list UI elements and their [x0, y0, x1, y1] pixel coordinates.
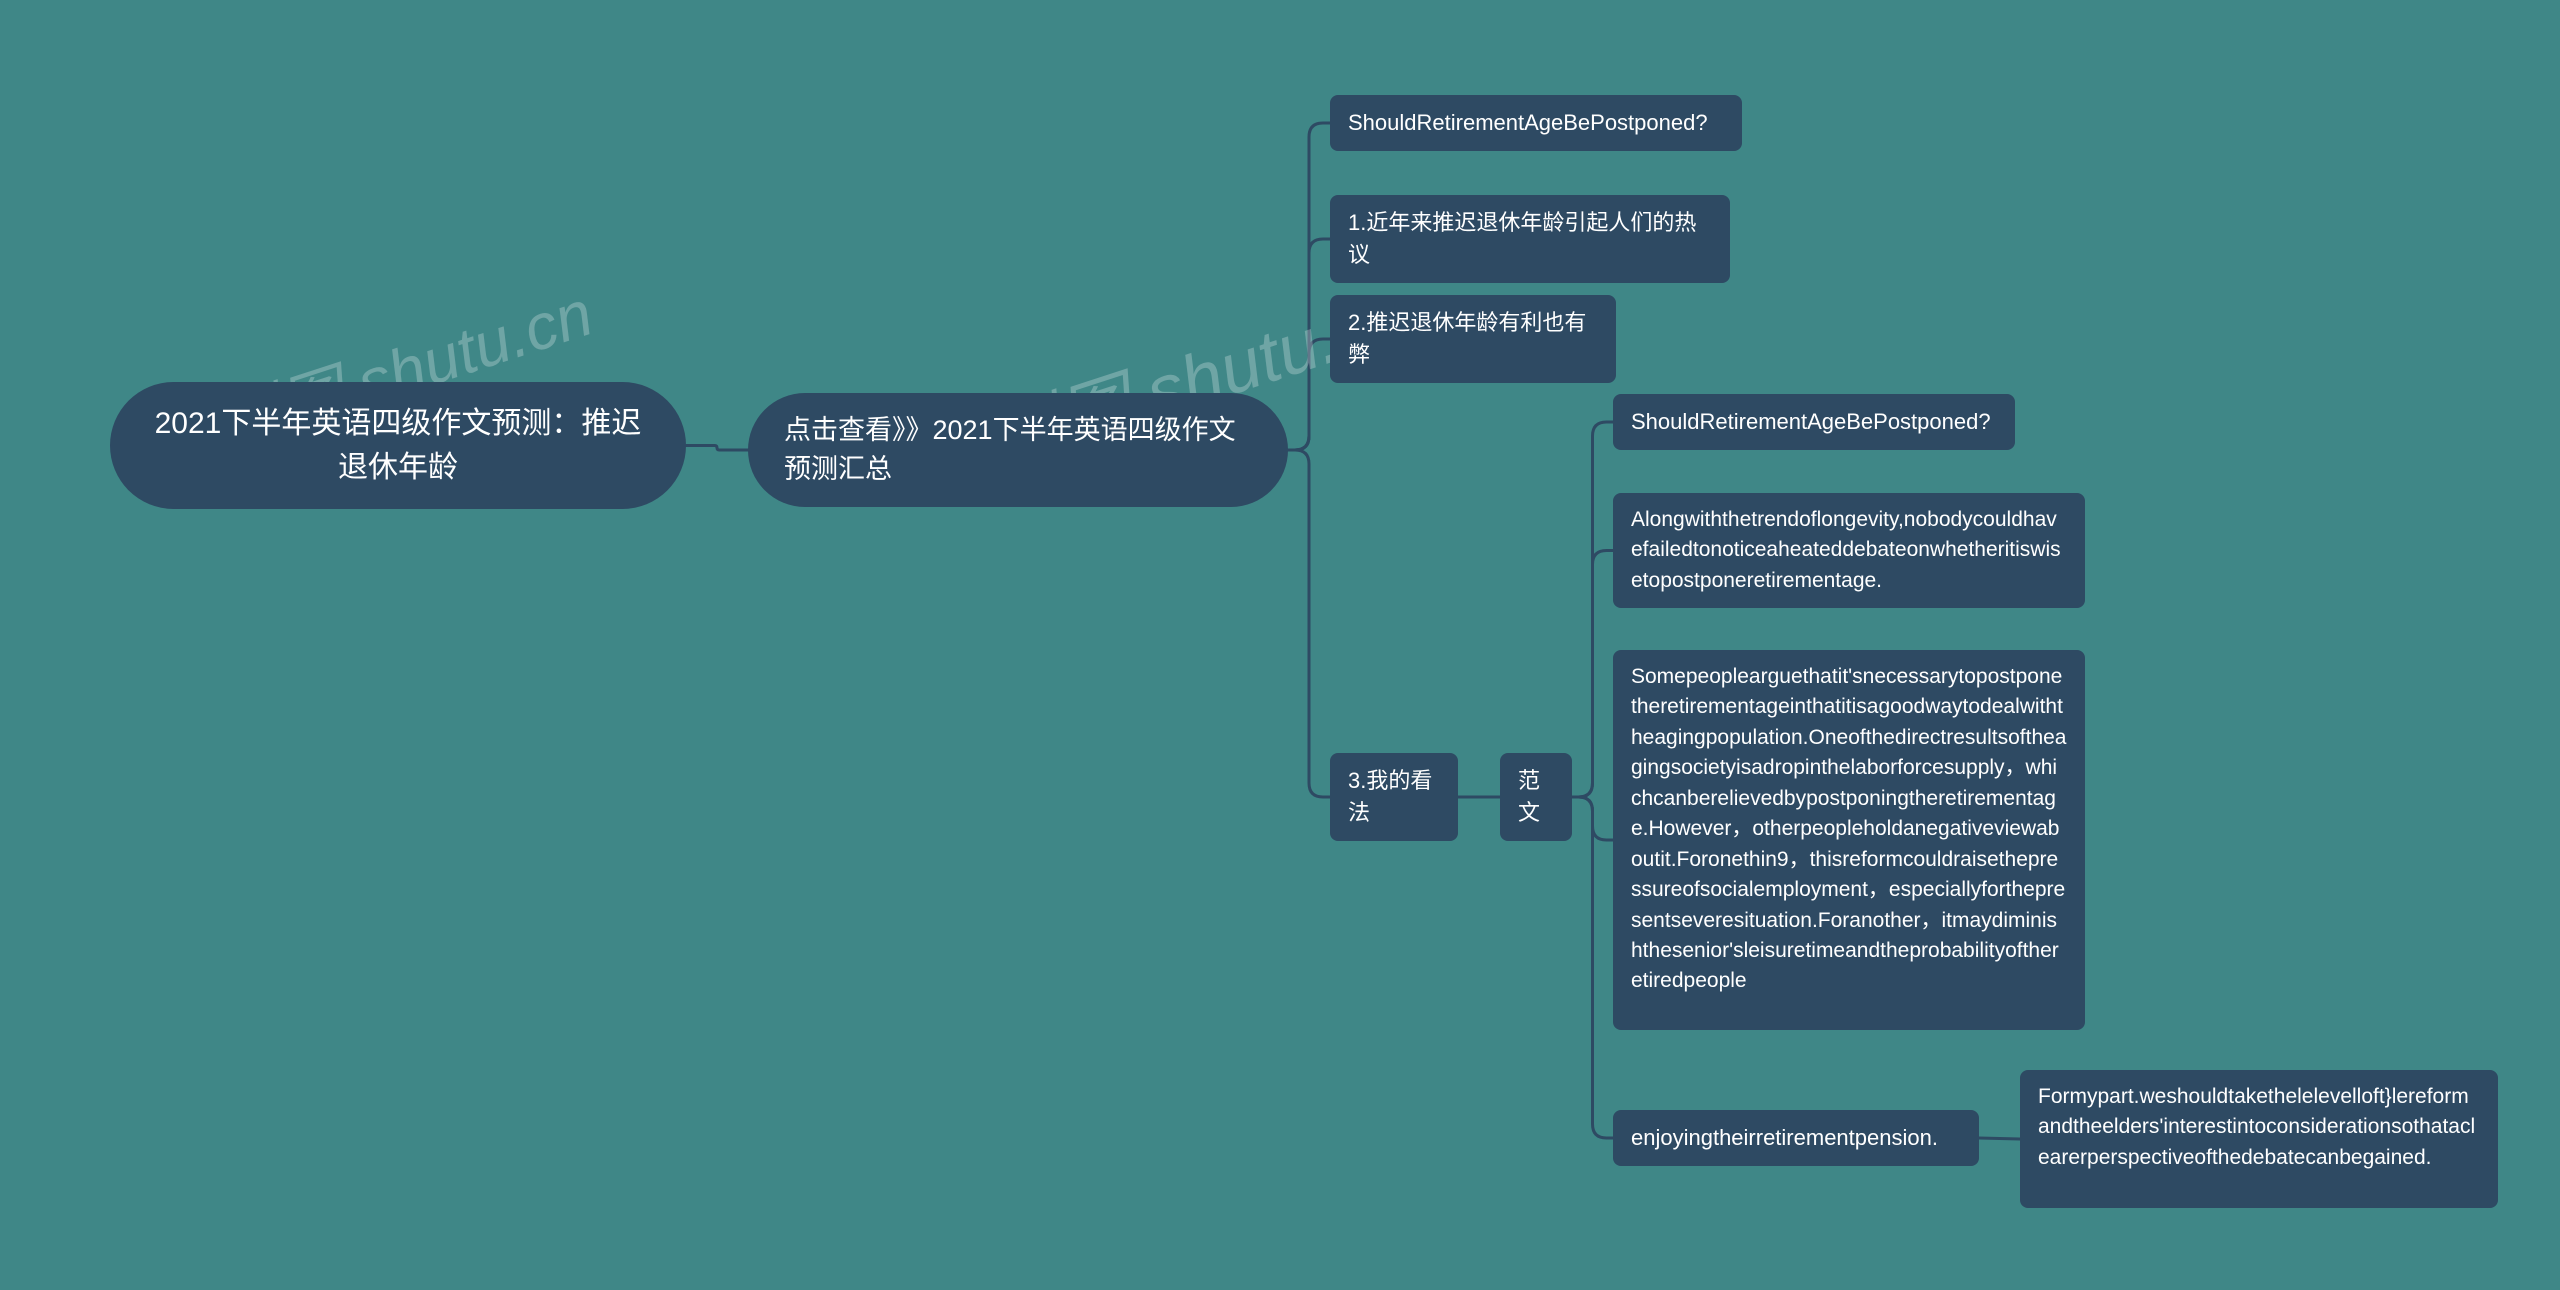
mindmap-node[interactable]: Alongwiththetrendoflongevity,nobodycould…: [1613, 493, 2085, 608]
mindmap-node[interactable]: 1.近年来推迟退休年龄引起人们的热议: [1330, 195, 1730, 283]
mindmap-node[interactable]: enjoyingtheirretirementpension.: [1613, 1110, 1979, 1166]
mindmap-node[interactable]: Somepeoplearguethatit'snecessarytopostpo…: [1613, 650, 2085, 1030]
mindmap-node[interactable]: ShouldRetirementAgeBePostponed?: [1330, 95, 1742, 151]
mindmap-root[interactable]: 2021下半年英语四级作文预测：推迟退休年龄: [110, 382, 686, 509]
mindmap-node[interactable]: 2.推迟退休年龄有利也有弊: [1330, 295, 1616, 383]
mindmap-node[interactable]: Formypart.weshouldtakethelelevelloft}ler…: [2020, 1070, 2498, 1208]
mindmap-node-level1[interactable]: 点击查看》》2021下半年英语四级作文预测汇总: [748, 393, 1288, 507]
mindmap-node[interactable]: ShouldRetirementAgeBePostponed?: [1613, 394, 2015, 450]
mindmap-node[interactable]: 范文: [1500, 753, 1572, 841]
mindmap-node[interactable]: 3.我的看法: [1330, 753, 1458, 841]
